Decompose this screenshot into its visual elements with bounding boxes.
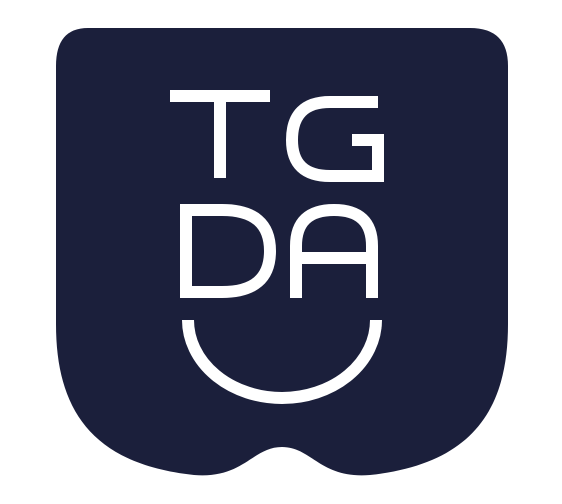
letter-a [290, 203, 378, 298]
lettering-group [170, 90, 384, 404]
letter-g [285, 96, 384, 182]
letter-t [170, 90, 270, 178]
badge-shape [56, 28, 508, 476]
smile-arc [182, 319, 382, 404]
letter-d [180, 204, 277, 298]
